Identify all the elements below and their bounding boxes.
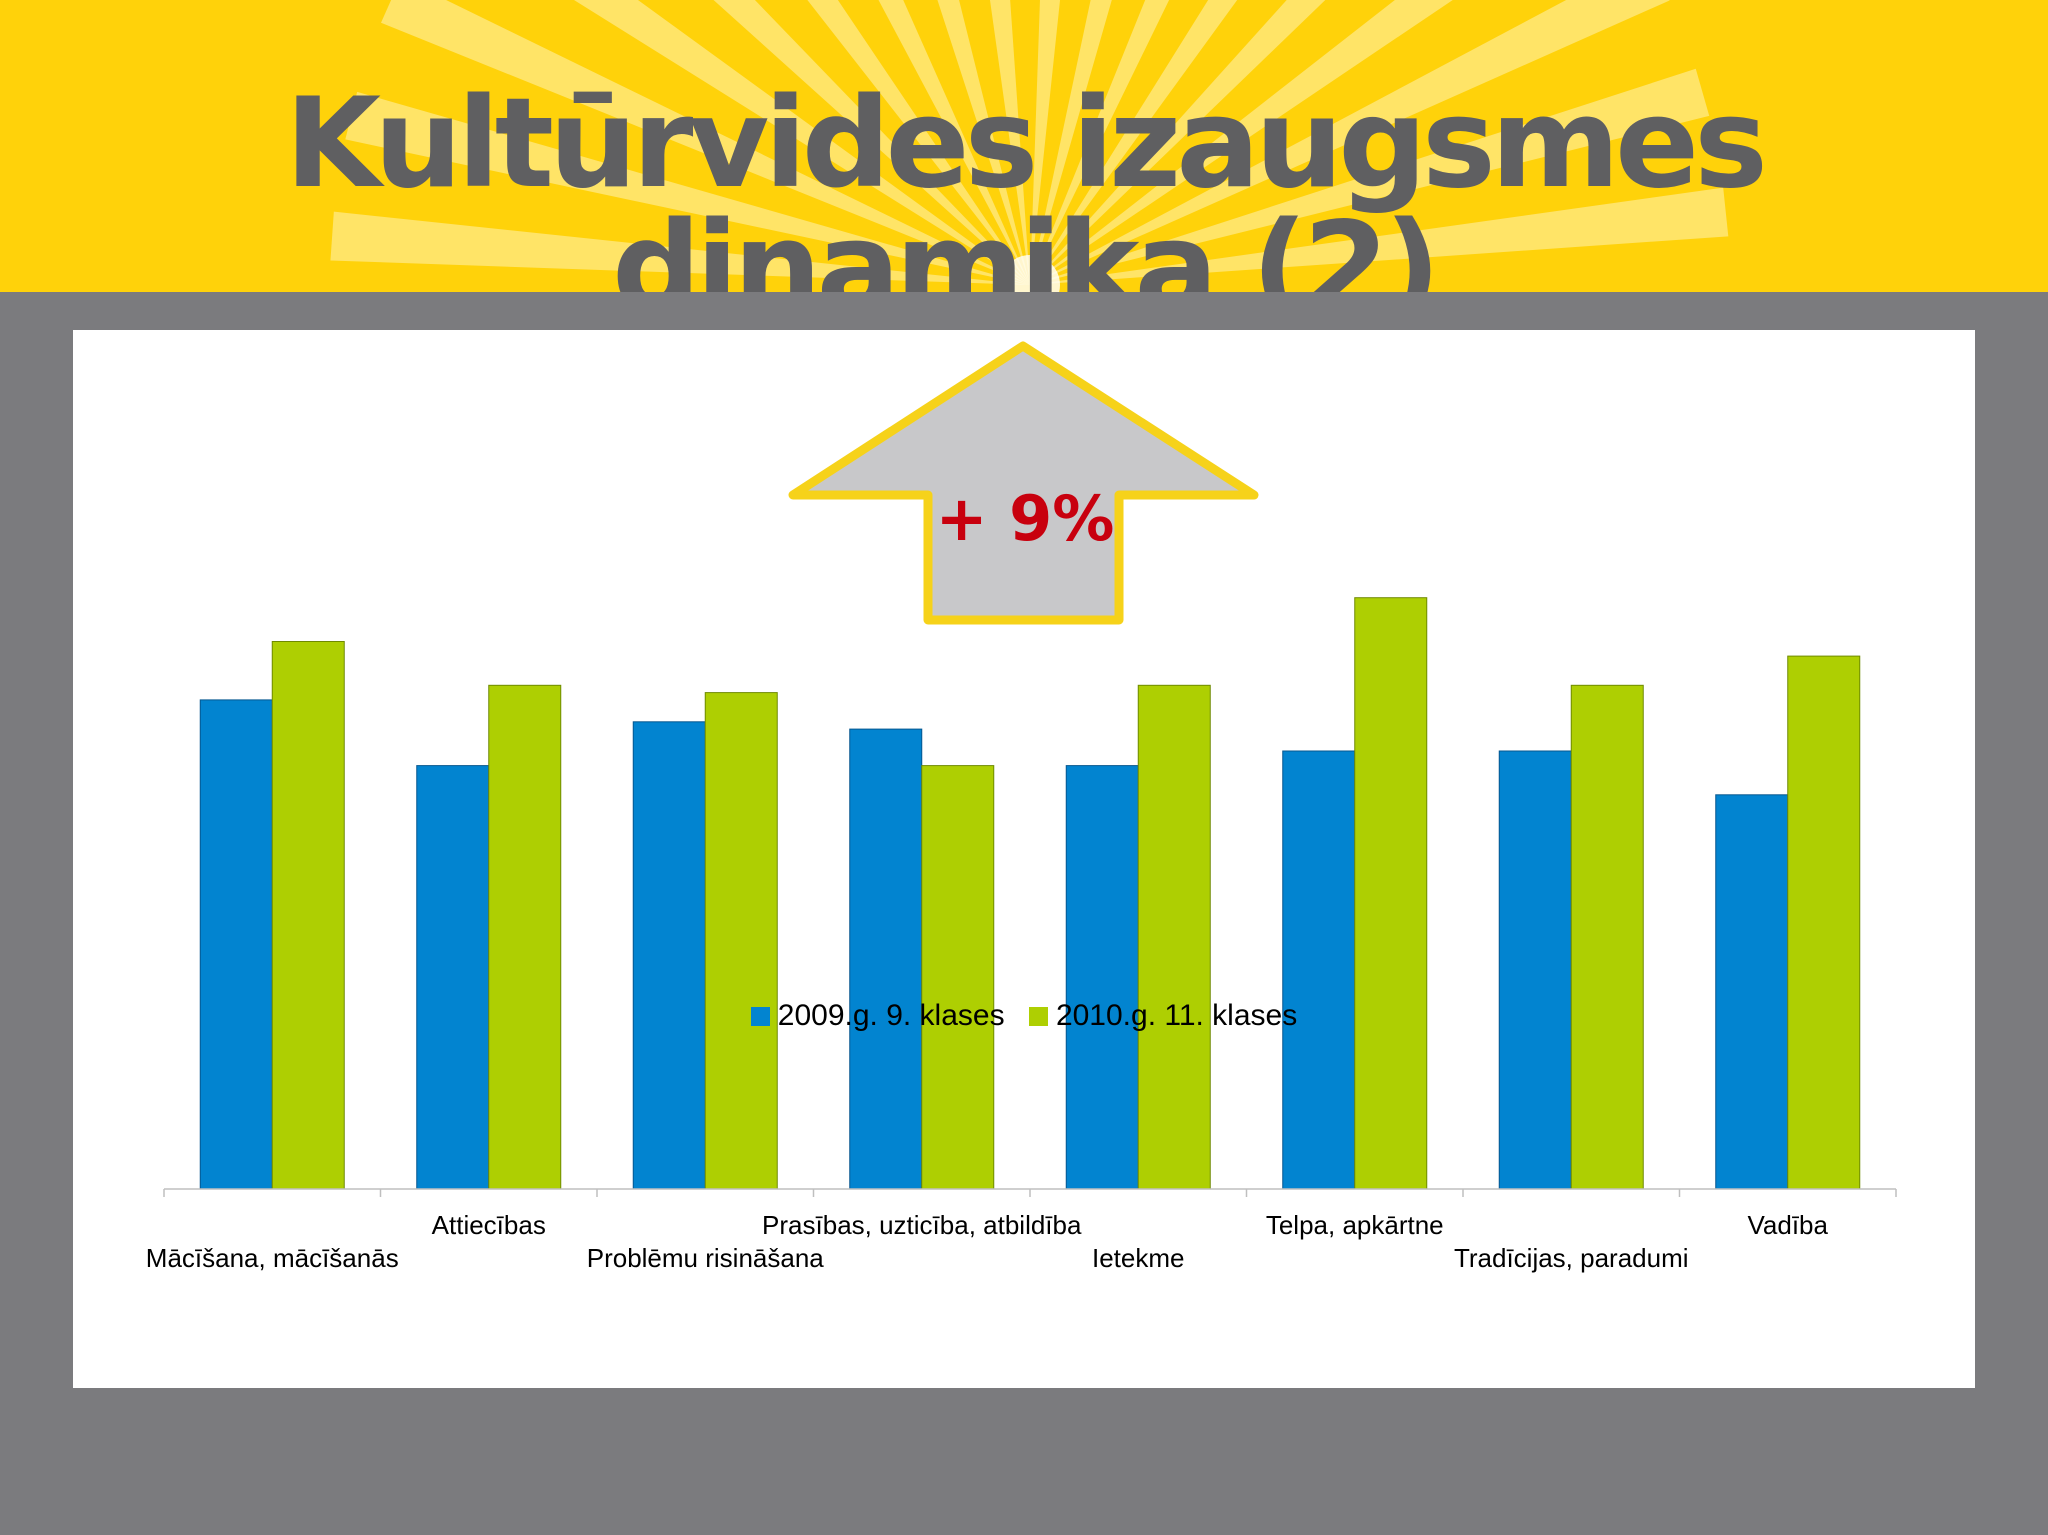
- bar-2009-0: [199, 699, 273, 1190]
- legend-swatch-2009: [750, 1007, 770, 1027]
- x-axis: [163, 1188, 1897, 1197]
- up-arrow-icon: [788, 341, 1259, 625]
- bar-2009-1: [416, 765, 490, 1190]
- bar-2009-4: [1065, 765, 1139, 1190]
- category-label: Tradīcijas, paradumi: [1454, 1243, 1689, 1273]
- bar-2010-7: [1787, 655, 1861, 1190]
- sunburst-ray: [1030, 0, 1170, 285]
- sunburst-ray: [380, 0, 1030, 285]
- category-labels: Mācīšana, mācīšanās Attiecības Problēmu ri…: [146, 1210, 1829, 1273]
- sunburst-ray: [1030, 0, 1238, 285]
- category-label: Vadība: [1748, 1210, 1829, 1240]
- category-label: Problēmu risināšana: [587, 1243, 825, 1273]
- growth-callout: + 9%: [788, 341, 1259, 625]
- sunburst-glow: [1000, 255, 1060, 292]
- sunburst-ray: [345, 91, 1030, 285]
- sunburst-ray: [573, 0, 1030, 285]
- legend-item-2009: 2009.g. 9. klases: [750, 999, 1005, 1033]
- category-label: Telpa, apkārtne: [1266, 1210, 1444, 1240]
- bar-2010-1: [488, 684, 562, 1190]
- category-label: Attiecības: [432, 1210, 546, 1240]
- sunburst-ray: [1030, 0, 1326, 285]
- bar-2010-4: [1137, 684, 1211, 1190]
- title-banner: Kultūrvides izaugsmes dinamika (2): [0, 0, 2048, 292]
- sunburst-ray: [1030, 0, 1112, 285]
- sunburst-ray: [713, 0, 1030, 285]
- legend-label-2009: 2009.g. 9. klases: [777, 999, 1005, 1033]
- sunburst-ray: [937, 0, 1030, 285]
- bar-2009-5: [1282, 750, 1356, 1190]
- category-label: Mācīšana, mācīšanās: [146, 1243, 399, 1273]
- sunburst-ray: [1030, 0, 1670, 285]
- bar-2010-3: [921, 765, 995, 1190]
- sunburst-ray: [1030, 187, 1729, 285]
- bar-2010-5: [1354, 597, 1428, 1190]
- legend-item-2010: 2010.g. 11. klases: [1028, 999, 1298, 1033]
- bar-2009-6: [1498, 750, 1572, 1190]
- sunburst-ray: [330, 211, 1030, 285]
- sunburst-ray: [1030, 0, 1453, 285]
- bar-2010-0: [271, 641, 345, 1190]
- sunburst-ray: [1030, 68, 1710, 285]
- bar-2009-3: [849, 728, 923, 1190]
- bar-2009-7: [1715, 794, 1789, 1190]
- bar-chart: Mācīšana, mācīšanās Attiecības Problēmu ri…: [146, 341, 1897, 1273]
- bar-2010-2: [704, 692, 778, 1190]
- sunburst-ray: [1030, 0, 1061, 285]
- category-label: Prasības, uzticība, atbildība: [762, 1210, 1082, 1240]
- chart-legend: 2009.g. 9. klases 2010.g. 11. klases: [0, 998, 2048, 1033]
- chart-panel: Mācīšana, mācīšanās Attiecības Problēmu ri…: [73, 330, 1975, 1388]
- sunburst-ray: [878, 0, 1030, 285]
- bar-2010-6: [1570, 684, 1644, 1190]
- bar-2009-2: [632, 721, 706, 1190]
- category-label: Ietekme: [1092, 1243, 1185, 1273]
- legend-swatch-2010: [1028, 1007, 1048, 1027]
- sunburst-ray: [989, 0, 1030, 285]
- sunburst-rays: [330, 0, 1729, 292]
- bars-layer: [199, 597, 1861, 1190]
- sunburst-ray: [807, 0, 1030, 285]
- legend-label-2010: 2010.g. 11. klases: [1055, 999, 1298, 1033]
- slide-title: Kultūrvides izaugsmes dinamika (2): [285, 72, 1768, 292]
- growth-callout-text: + 9%: [936, 482, 1115, 555]
